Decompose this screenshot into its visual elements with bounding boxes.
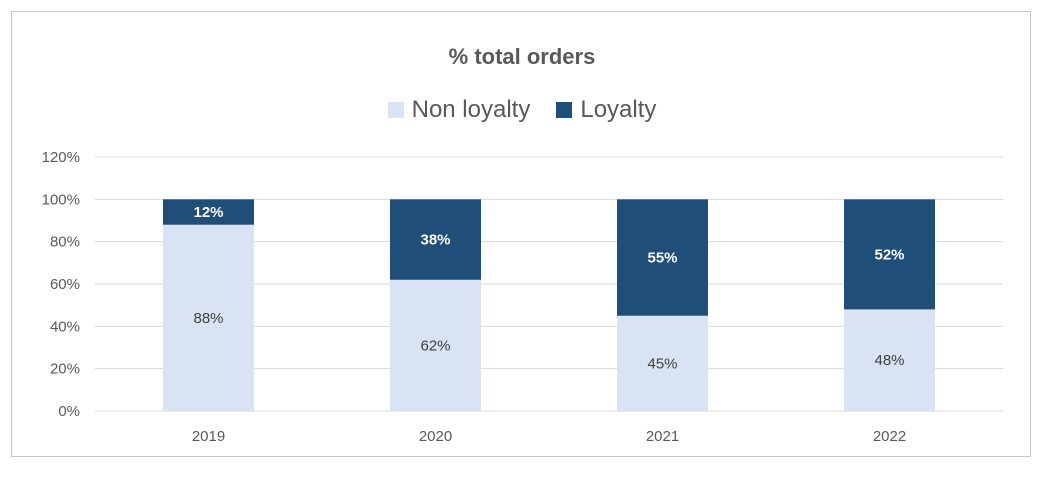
legend-swatch-loyalty xyxy=(556,102,573,118)
data-label: 38% xyxy=(420,232,450,249)
data-label: 88% xyxy=(193,310,223,327)
x-tick-label: 2021 xyxy=(646,428,679,445)
data-label: 62% xyxy=(420,337,450,354)
data-label: 12% xyxy=(193,204,223,221)
chart-legend: Non loyalty Loyalty xyxy=(0,96,1044,124)
y-tick-label: 0% xyxy=(58,403,80,420)
x-tick-label: 2022 xyxy=(873,428,906,445)
bar-non-loyalty-2021 xyxy=(617,315,708,411)
data-label: 52% xyxy=(874,246,904,263)
legend-swatch-non-loyalty xyxy=(387,102,404,118)
bar-loyalty-2022 xyxy=(844,199,935,310)
y-tick-label: 100% xyxy=(42,191,80,208)
bar-loyalty-2021 xyxy=(617,199,708,316)
y-tick-label: 120% xyxy=(42,149,80,166)
bar-loyalty-2019 xyxy=(163,199,254,225)
bar-loyalty-2020 xyxy=(390,199,481,280)
legend-item-loyalty: Loyalty xyxy=(556,96,656,124)
data-label: 48% xyxy=(874,352,904,369)
y-tick-label: 60% xyxy=(50,276,80,293)
legend-item-non-loyalty: Non loyalty xyxy=(387,96,531,124)
legend-label-non-loyalty: Non loyalty xyxy=(411,96,531,123)
data-label: 45% xyxy=(647,355,677,372)
bar-non-loyalty-2019 xyxy=(163,224,254,411)
bar-non-loyalty-2020 xyxy=(390,279,481,411)
y-tick-label: 20% xyxy=(50,361,80,378)
data-label: 55% xyxy=(647,250,677,267)
legend-label-loyalty: Loyalty xyxy=(580,96,657,123)
x-tick-label: 2020 xyxy=(419,428,452,445)
y-tick-label: 80% xyxy=(50,234,80,251)
x-tick-label: 2019 xyxy=(192,428,225,445)
bar-non-loyalty-2022 xyxy=(844,309,935,411)
chart-title: % total orders xyxy=(448,44,596,69)
y-tick-label: 40% xyxy=(50,318,80,335)
